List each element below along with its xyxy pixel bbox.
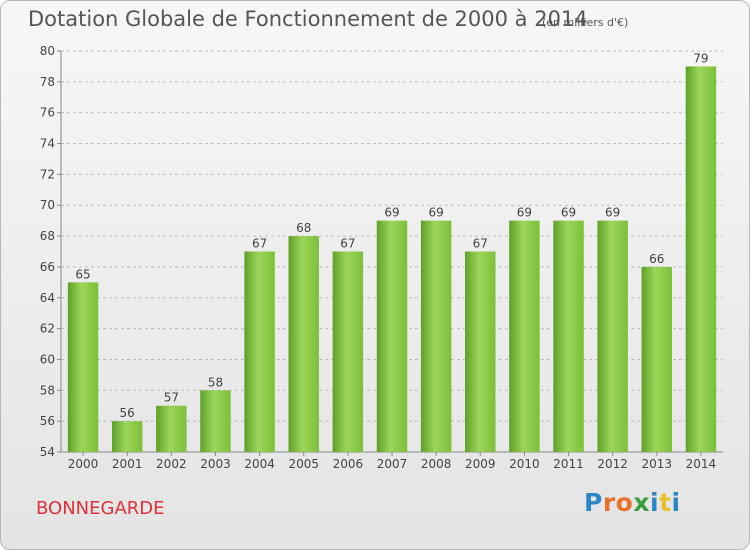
unit-note: (en milliers d'€) [542, 16, 629, 29]
bar [465, 251, 496, 452]
logo-letter: t [659, 488, 672, 517]
y-tick-label: 70 [40, 198, 55, 212]
bar-value-label: 69 [517, 206, 532, 220]
x-tick-label: 2010 [509, 457, 540, 471]
bar-value-label: 65 [75, 267, 90, 281]
bar-value-label: 56 [120, 406, 135, 420]
x-tick-label: 2012 [597, 457, 628, 471]
logo-letter: o [615, 488, 634, 517]
bar-value-label: 69 [605, 206, 620, 220]
bar-value-label: 57 [164, 391, 179, 405]
x-tick-label: 2009 [465, 457, 496, 471]
y-tick-label: 54 [40, 445, 55, 459]
bar [376, 220, 408, 452]
y-tick-label: 72 [40, 167, 55, 181]
labels: 65 2000 56 2001 57 2002 58 2003 67 2004 68 2005 67 20… [68, 51, 716, 471]
commune-name: BONNEGARDE [36, 498, 165, 519]
bar-value-label: 69 [428, 206, 443, 220]
x-tick-label: 2007 [377, 457, 408, 471]
bar [156, 405, 187, 452]
chart-title: Dotation Globale de Fonctionnement de 20… [28, 7, 588, 31]
bar [553, 220, 584, 452]
bar-value-label: 69 [561, 206, 576, 220]
x-tick-label: 2000 [68, 457, 99, 471]
y-tick-label: 80 [40, 44, 55, 58]
x-tick-label: 2005 [288, 457, 319, 471]
y-tick-label: 58 [40, 383, 55, 397]
x-tick-label: 2013 [642, 457, 673, 471]
x-tick-label: 2004 [244, 457, 275, 471]
proxiti-logo[interactable]: Proxiti [584, 488, 681, 517]
bar-value-label: 69 [384, 206, 399, 220]
bar [420, 220, 452, 452]
y-tick-label: 62 [40, 322, 55, 336]
bar [244, 251, 275, 452]
bar [200, 390, 231, 452]
x-tick-label: 2001 [112, 457, 143, 471]
y-tick-label: 78 [40, 75, 55, 89]
bar [332, 251, 364, 452]
bar [685, 66, 717, 452]
logo-letter: P [584, 488, 603, 517]
x-tick-label: 2008 [421, 457, 452, 471]
x-tick-label: 2002 [156, 457, 187, 471]
y-tick-label: 64 [40, 291, 55, 305]
bar-value-label: 67 [473, 237, 488, 251]
bar [509, 220, 540, 452]
y-tick-label: 68 [40, 229, 55, 243]
logo-letter: i [671, 488, 681, 517]
bar-value-label: 67 [340, 237, 355, 251]
axes: 54 56 58 60 62 64 66 68 70 72 74 76 78 80 [40, 44, 723, 459]
bar-value-label: 58 [208, 375, 223, 389]
y-tick-label: 66 [40, 260, 55, 274]
bar [288, 236, 319, 452]
x-tick-label: 2003 [200, 457, 231, 471]
bar-value-label: 79 [693, 51, 708, 65]
logo-letter: x [633, 488, 650, 517]
x-tick-label: 2014 [686, 457, 717, 471]
x-tick-label: 2006 [333, 457, 364, 471]
bar [641, 266, 673, 452]
bar [597, 220, 628, 452]
x-tick-label: 2011 [553, 457, 584, 471]
y-tick-label: 60 [40, 352, 55, 366]
logo-letter: i [650, 488, 660, 517]
bar-value-label: 68 [296, 221, 311, 235]
logo-letter: r [602, 488, 616, 517]
y-tick-label: 76 [40, 106, 55, 120]
bar [67, 282, 99, 452]
y-tick-label: 56 [40, 414, 55, 428]
bar-value-label: 67 [252, 237, 267, 251]
bars [67, 66, 717, 452]
y-tick-label: 74 [40, 137, 55, 151]
bar-value-label: 66 [649, 252, 664, 266]
bar [111, 421, 143, 452]
